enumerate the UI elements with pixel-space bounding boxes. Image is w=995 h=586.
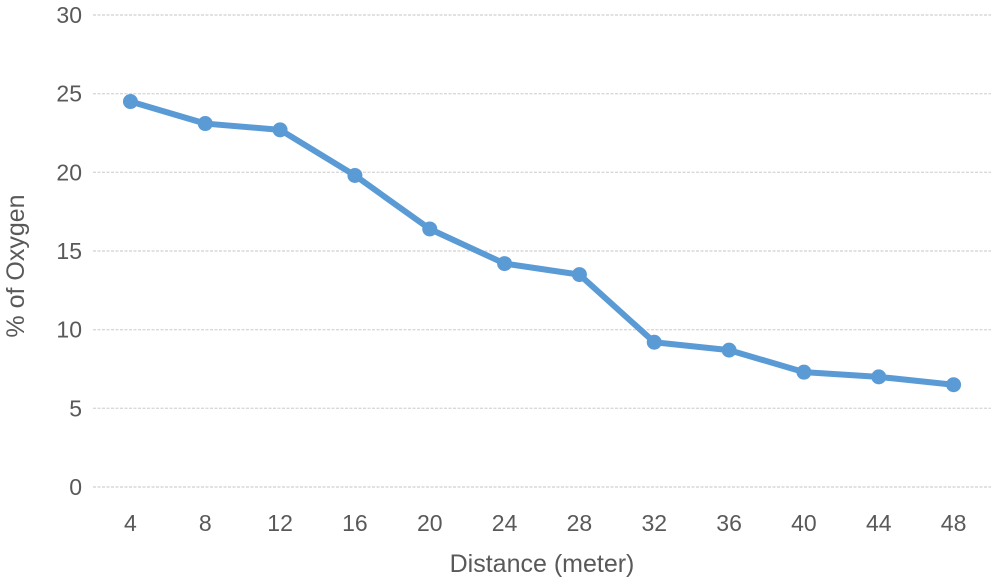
x-tick-label: 12 [267,510,293,536]
data-point [347,167,363,183]
y-tick-label: 25 [56,81,82,107]
y-tick-label: 15 [56,238,82,264]
x-tick-label: 24 [492,510,518,536]
y-tick-label: 5 [69,395,82,421]
data-point [422,221,438,237]
x-tick-label: 48 [941,510,967,536]
x-tick-label: 40 [791,510,817,536]
x-tick-label: 4 [124,510,137,536]
x-tick-label: 36 [716,510,742,536]
data-point [871,369,887,385]
x-tick-labels-group: 4 8 12 16 20 24 28 32 36 40 44 48 [124,510,966,536]
x-axis-title: Distance (meter) [450,550,635,578]
x-tick-label: 44 [866,510,892,536]
y-tick-label: 0 [69,474,82,500]
data-point [796,364,812,380]
y-tick-label: 10 [56,317,82,343]
series-group [122,94,962,393]
series-line [127,98,957,388]
data-point [571,267,587,283]
data-point [122,94,138,110]
y-axis-title: % of Oxygen [2,194,30,337]
data-point [946,377,962,393]
x-tick-label: 28 [567,510,593,536]
data-point [646,334,662,350]
x-tick-label: 16 [342,510,368,536]
gridlines-group [93,14,991,488]
data-point [721,342,737,358]
data-point [272,122,288,138]
y-tick-label: 30 [56,2,82,28]
y-tick-labels-group: 0 5 10 15 20 25 30 [56,2,82,500]
data-point [197,116,213,132]
y-tick-label: 20 [56,159,82,185]
x-tick-label: 20 [417,510,443,536]
x-tick-label: 8 [199,510,212,536]
x-tick-label: 32 [641,510,667,536]
data-point [497,256,513,272]
